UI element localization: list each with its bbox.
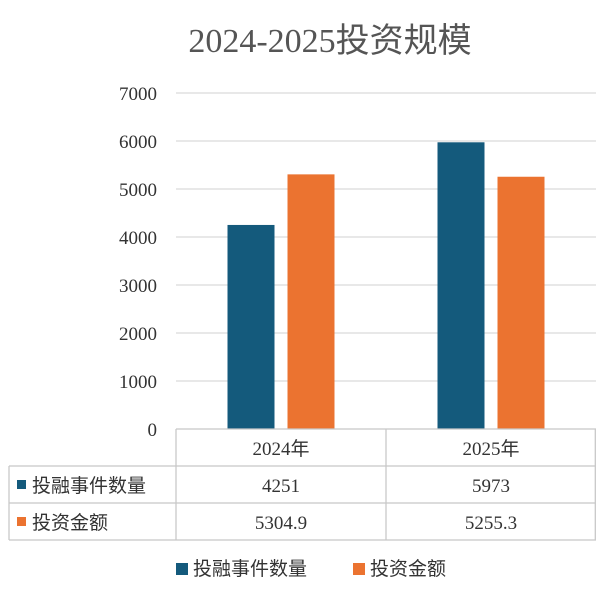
y-tick-label: 3000	[119, 276, 157, 297]
bars	[227, 142, 545, 429]
y-axis-tick-labels: 0 1000 2000 3000 4000 5000 6000 7000	[119, 84, 157, 441]
chart-title: 2024-2025投资规模	[188, 22, 471, 60]
bar-event-count	[437, 142, 485, 429]
table-series-name: 投融事件数量	[32, 475, 146, 497]
table-series-name: 投资金额	[32, 512, 108, 534]
bar-event-count	[227, 224, 275, 429]
y-tick-label: 4000	[119, 228, 157, 249]
legend-label: 投融事件数量	[193, 558, 307, 580]
y-tick-label: 0	[148, 420, 158, 441]
category-label: 2024年	[252, 438, 309, 460]
legend-label: 投资金额	[370, 558, 446, 580]
table-value: 5304.9	[255, 513, 307, 534]
legend-swatch	[176, 563, 188, 575]
y-tick-label: 2000	[119, 324, 157, 345]
y-tick-label: 1000	[119, 372, 157, 393]
y-tick-label: 5000	[119, 180, 157, 201]
table-series-key	[17, 517, 26, 526]
bar-investment-amount	[497, 176, 545, 429]
y-tick-label: 6000	[119, 132, 157, 153]
y-tick-label: 7000	[119, 84, 157, 105]
table-value: 5973	[472, 476, 510, 497]
table-value: 5255.3	[465, 513, 517, 534]
table-value: 4251	[262, 476, 300, 497]
legend-swatch	[353, 563, 365, 575]
bar-investment-amount	[287, 174, 335, 429]
table-series-key	[17, 480, 26, 489]
category-label: 2025年	[462, 438, 519, 460]
legend: 投融事件数量 投资金额	[176, 558, 446, 580]
